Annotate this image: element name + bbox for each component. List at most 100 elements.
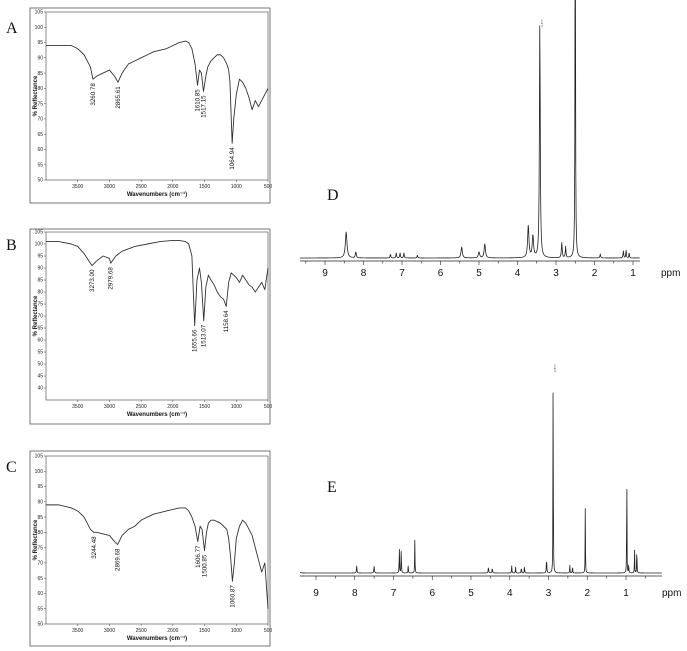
spectrum-line xyxy=(46,239,269,327)
x-tick-label: 2500 xyxy=(136,184,147,190)
peak-label: 2979.68 xyxy=(108,267,115,290)
peak-label: 1500.85 xyxy=(202,554,209,577)
peak-label: 1513.07 xyxy=(201,324,208,347)
y-tick-label: 65 xyxy=(37,132,43,138)
y-tick-label: 95 xyxy=(37,254,43,260)
y-axis-label: % Reflectance xyxy=(33,295,39,336)
panel-letter: A xyxy=(6,20,18,37)
x-tick-label: 9 xyxy=(313,588,319,599)
x-tick-label: 5 xyxy=(476,268,482,279)
ir-panel-C: C 3500 3000 2500 2000 1500 1000 500 50 55 60 65 70 75… xyxy=(6,450,273,647)
nmr-spectrum-line xyxy=(299,392,662,574)
nmr-panel-D: D 9 8 7 6 5 4 3 2 1 ppm 3.4?? xyxy=(299,0,680,279)
plot-area-frame xyxy=(45,455,269,625)
panel-letter: D xyxy=(327,187,339,204)
y-tick-label: 85 xyxy=(37,71,43,77)
y-tick-label: 55 xyxy=(37,350,43,356)
nmr-panel-E: E 9 8 7 6 5 4 3 2 1 ppm 2.8?? xyxy=(299,364,681,599)
x-axis-unit-label: ppm xyxy=(661,268,680,279)
panel-letter: E xyxy=(327,479,337,496)
peak-annotation: 3.4?? xyxy=(540,19,544,27)
x-axis-label: Wavenumbers (cm⁻¹) xyxy=(127,191,187,198)
spectrum-line xyxy=(46,40,269,144)
plot-area-frame xyxy=(45,231,269,401)
y-tick-label: 75 xyxy=(37,302,43,308)
x-tick-label: 1000 xyxy=(231,404,242,410)
y-tick-label: 85 xyxy=(37,515,43,521)
y-tick-label: 100 xyxy=(35,25,44,31)
y-tick-label: 50 xyxy=(37,622,43,628)
x-tick-label: 2000 xyxy=(167,184,178,190)
peak-label: 1158.64 xyxy=(223,310,230,332)
y-tick-label: 70 xyxy=(37,314,43,320)
y-tick-label: 50 xyxy=(37,362,43,368)
peak-label: 1517.15 xyxy=(201,95,208,118)
x-tick-label: 1 xyxy=(630,268,636,279)
x-tick-label: 1500 xyxy=(199,404,210,410)
x-tick-label: 5 xyxy=(468,588,474,599)
peak-label: 1060.87 xyxy=(229,585,236,608)
peak-label: 2869.68 xyxy=(115,548,122,571)
peak-label: 3244.48 xyxy=(91,536,98,559)
y-tick-label: 100 xyxy=(35,242,44,248)
y-tick-label: 85 xyxy=(37,278,43,284)
peak-annotation: 2.8?? xyxy=(553,364,557,372)
x-tick-label: 500 xyxy=(264,404,273,410)
x-tick-label: 8 xyxy=(352,588,358,599)
figure-frame xyxy=(29,450,271,647)
x-tick-label: 1000 xyxy=(231,184,242,190)
y-tick-label: 65 xyxy=(37,326,43,332)
y-tick-label: 60 xyxy=(37,591,43,597)
spectrum-line xyxy=(46,504,269,609)
x-tick-label: 3500 xyxy=(72,184,83,190)
y-tick-label: 80 xyxy=(37,86,43,92)
y-tick-label: 95 xyxy=(37,40,43,46)
x-tick-label: 1500 xyxy=(199,184,210,190)
peak-label: 1606.77 xyxy=(195,545,202,568)
y-tick-label: 40 xyxy=(37,386,43,392)
x-tick-label: 3 xyxy=(546,588,552,599)
y-tick-label: 55 xyxy=(37,162,43,168)
y-tick-label: 80 xyxy=(37,290,43,296)
x-tick-label: 500 xyxy=(264,184,273,190)
y-tick-label: 80 xyxy=(37,530,43,536)
peak-label: 3273.00 xyxy=(89,269,96,292)
y-tick-label: 45 xyxy=(37,374,43,380)
x-tick-label: 9 xyxy=(322,268,328,279)
x-tick-label: 3 xyxy=(553,268,559,279)
x-tick-label: 8 xyxy=(361,268,367,279)
y-tick-label: 70 xyxy=(37,117,43,123)
panel-letter: C xyxy=(6,459,17,476)
x-tick-label: 3000 xyxy=(104,404,115,410)
x-tick-label: 1500 xyxy=(199,628,210,634)
x-tick-label: 3500 xyxy=(72,628,83,634)
y-tick-label: 60 xyxy=(37,147,43,153)
ir-panel-B: B 3500 3000 2500 2000 1500 1000 500 40 45 50 55 60 65… xyxy=(6,228,273,425)
y-tick-label: 105 xyxy=(35,454,44,460)
y-tick-label: 70 xyxy=(37,561,43,567)
y-tick-label: 105 xyxy=(35,230,44,236)
x-tick-label: 4 xyxy=(507,588,513,599)
x-tick-label: 6 xyxy=(438,268,444,279)
peak-label: 1064.94 xyxy=(229,147,236,170)
y-tick-label: 75 xyxy=(37,545,43,551)
x-axis-label: Wavenumbers (cm⁻¹) xyxy=(127,635,187,642)
panel-letter: B xyxy=(6,237,17,254)
x-tick-label: 2 xyxy=(584,588,590,599)
y-tick-label: 60 xyxy=(37,338,43,344)
y-tick-label: 90 xyxy=(37,266,43,272)
y-tick-label: 105 xyxy=(35,10,44,16)
figure-frame xyxy=(29,7,271,204)
ir-panel-A: A 3500 3000 2500 2000 1500 1000 500 50 55 60 65 70 75… xyxy=(6,7,273,204)
x-tick-label: 500 xyxy=(264,628,273,634)
plot-area-frame xyxy=(45,11,269,181)
peak-label: 3260.78 xyxy=(90,83,97,106)
y-axis-label: % Reflectance xyxy=(33,519,39,560)
figure-frame xyxy=(29,228,271,425)
y-axis-label: % Reflectance xyxy=(33,75,39,116)
x-tick-label: 3500 xyxy=(72,404,83,410)
y-tick-label: 90 xyxy=(37,56,43,62)
x-tick-label: 2500 xyxy=(136,404,147,410)
y-tick-label: 90 xyxy=(37,500,43,506)
